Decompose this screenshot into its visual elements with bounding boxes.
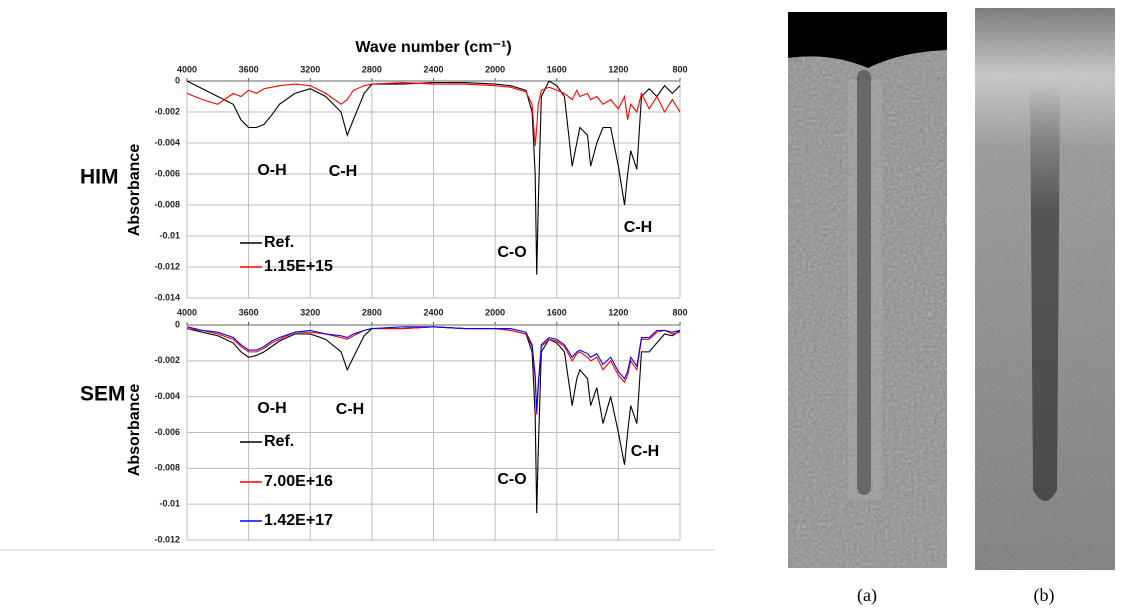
x-tick-label: 3600 [239,64,259,74]
x-tick-label: 800 [672,64,687,74]
y-tick-label: -0.01 [159,230,180,240]
y-tick-label: -0.006 [154,427,180,437]
spectrum-line [186,326,681,412]
panel-label: HIM [80,166,119,189]
x-tick-label: 2800 [362,307,382,317]
legend-label: Ref. [264,433,294,450]
y-axis-title: Absorbance [126,384,143,477]
spectrum-line [186,80,681,275]
y-tick-label: -0.006 [154,168,180,178]
caption: (a) [857,585,877,606]
legend-label: 1.42E+17 [264,512,333,529]
annotation: C-H [336,401,364,418]
y-tick-label: 0 [175,319,180,329]
x-axis-title: Wave number (cm⁻¹) [355,39,511,56]
legend-label: 1.15E+15 [264,258,333,275]
x-tick-label: 4000 [177,307,197,317]
y-tick-label: -0.01 [159,499,180,509]
annotation: C-O [497,244,526,261]
annotation: C-H [631,443,659,460]
caption: (b) [1034,585,1055,606]
y-axis-title: Absorbance [126,144,143,237]
spectrum-line [186,326,681,514]
x-tick-label: 3600 [239,307,259,317]
x-tick-label: 2000 [485,64,505,74]
x-tick-label: 2800 [362,64,382,74]
micrograph-a [788,12,947,568]
x-tick-label: 1600 [547,307,567,317]
y-tick-label: -0.012 [154,534,180,544]
x-tick-label: 2400 [423,307,443,317]
x-tick-label: 2000 [485,307,505,317]
y-tick-label: -0.014 [154,292,180,302]
y-tick-label: -0.008 [154,199,180,209]
legend-label: Ref. [264,234,294,251]
x-tick-label: 3200 [300,307,320,317]
y-tick-label: -0.008 [154,463,180,473]
annotation: O-H [257,162,286,179]
y-tick-label: -0.012 [154,261,180,271]
y-tick-label: -0.002 [154,355,180,365]
micrograph-b [975,8,1115,570]
spectrum-line [186,81,681,147]
annotation: O-H [257,400,286,417]
annotation: C-O [497,471,526,488]
y-tick-label: -0.004 [154,391,180,401]
y-tick-label: -0.004 [154,137,180,147]
annotation: C-H [329,163,357,180]
x-tick-label: 1600 [547,64,567,74]
y-tick-label: -0.002 [154,106,180,116]
x-tick-label: 4000 [177,64,197,74]
annotation: C-H [624,219,652,236]
x-tick-label: 1200 [608,307,628,317]
y-tick-label: 0 [175,75,180,85]
x-tick-label: 800 [672,307,687,317]
legend-label: 7.00E+16 [264,473,333,490]
x-tick-label: 1200 [608,64,628,74]
x-tick-label: 2400 [423,64,443,74]
panel-label: SEM [80,383,126,406]
x-tick-label: 3200 [300,64,320,74]
